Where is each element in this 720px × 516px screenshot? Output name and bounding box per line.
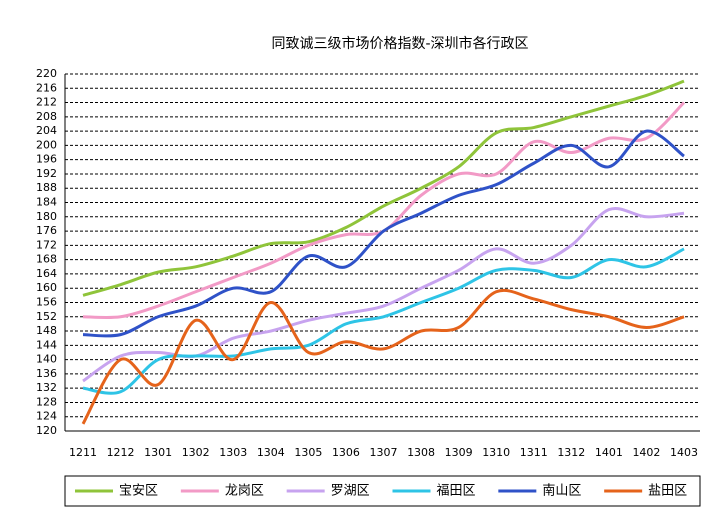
y-tick-label: 176: [36, 224, 57, 237]
x-tick-label: 1211: [69, 446, 97, 459]
x-tick-label: 1403: [670, 446, 698, 459]
series-line: [82, 247, 685, 395]
y-tick-label: 196: [36, 153, 57, 166]
legend-label: 龙岗区: [225, 484, 264, 499]
x-tick-label: 1311: [520, 446, 548, 459]
y-tick-label: 208: [36, 110, 57, 123]
series-line: [81, 288, 685, 425]
x-tick-label: 1302: [182, 446, 210, 459]
x-tick-label: 1310: [482, 446, 510, 459]
y-tick-label: 128: [36, 395, 57, 408]
x-tick-label: 1305: [294, 446, 322, 459]
y-tick-label: 148: [36, 324, 57, 337]
y-tick-label: 136: [36, 367, 57, 380]
x-tick-label: 1312: [557, 446, 585, 459]
y-tick-label: 168: [36, 253, 57, 266]
y-tick-label: 120: [36, 424, 57, 437]
series-line: [82, 129, 685, 338]
y-tick-label: 216: [36, 81, 57, 94]
chart-title: 同致诚三级市场价格指数-深圳市各行政区: [271, 35, 528, 52]
x-tick-label: 1212: [107, 446, 135, 459]
x-tick-label: 1301: [144, 446, 172, 459]
legend-label: 罗湖区: [331, 484, 370, 499]
x-tick-label: 1306: [332, 446, 360, 459]
series-line: [82, 79, 685, 297]
y-tick-label: 212: [36, 96, 57, 109]
x-tick-label: 1307: [370, 446, 398, 459]
y-tick-label: 188: [36, 181, 57, 194]
y-tick-label: 200: [36, 138, 57, 151]
y-tick-label: 152: [36, 310, 57, 323]
x-tick-label: 1308: [407, 446, 435, 459]
y-tick-label: 164: [36, 267, 57, 280]
y-tick-label: 172: [36, 238, 57, 251]
legend-label: 南山区: [542, 483, 581, 499]
y-tick-label: 124: [36, 410, 57, 423]
y-tick-label: 140: [36, 353, 57, 366]
y-tick-label: 132: [36, 381, 57, 394]
legend-box: [64, 475, 701, 507]
y-tick-label: 160: [36, 281, 57, 294]
series-line: [82, 101, 686, 320]
legend-label: 福田区: [437, 484, 476, 499]
y-tick-label: 144: [36, 338, 57, 351]
x-tick-label: 1402: [632, 446, 660, 459]
legend-label: 宝安区: [119, 484, 158, 499]
y-tick-label: 220: [36, 67, 57, 80]
y-tick-label: 184: [36, 196, 57, 209]
y-tick-label: 156: [36, 295, 57, 308]
x-tick-label: 1303: [219, 446, 247, 459]
legend-label: 盐田区: [648, 484, 687, 499]
y-tick-label: 204: [36, 124, 57, 137]
x-tick-label: 1401: [595, 446, 623, 459]
x-tick-label: 1309: [445, 446, 473, 459]
y-tick-label: 180: [36, 210, 57, 223]
y-tick-label: 192: [36, 167, 57, 180]
x-tick-label: 1304: [257, 446, 285, 459]
